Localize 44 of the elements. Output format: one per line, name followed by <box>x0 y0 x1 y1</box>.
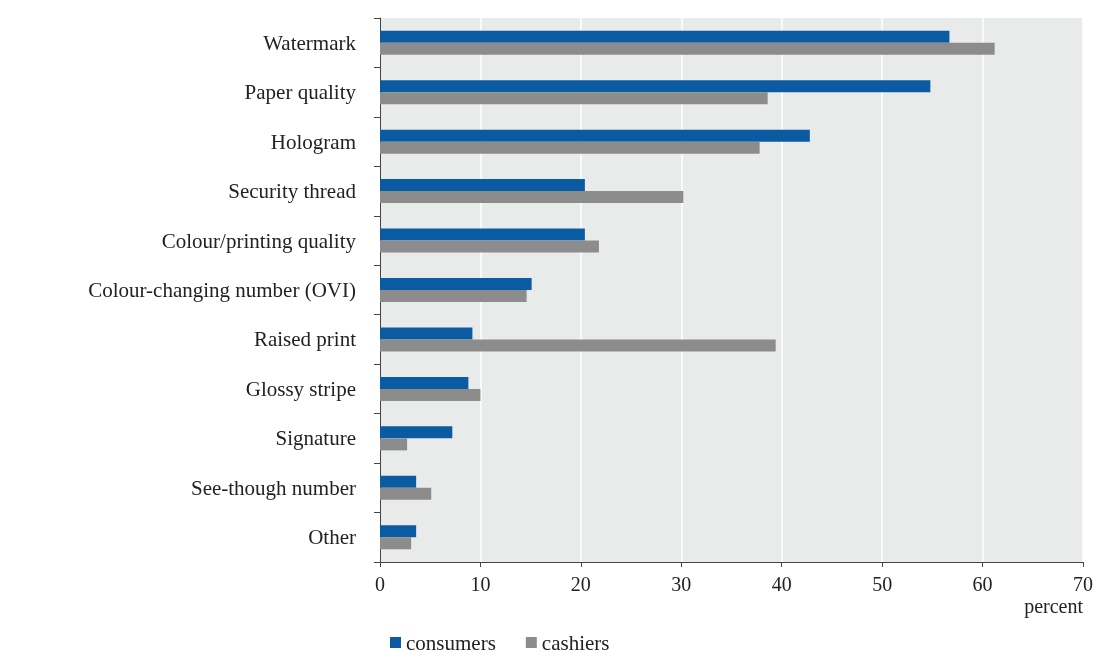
bar <box>380 475 417 488</box>
legend-label: cashiers <box>541 630 610 655</box>
bar <box>380 426 453 439</box>
bar <box>380 191 684 204</box>
y-tick-label: Colour/printing quality <box>161 228 357 253</box>
y-tick-label: Raised print <box>253 327 357 352</box>
bar <box>380 228 585 241</box>
x-tick-label: 20 <box>570 573 591 595</box>
bar <box>380 42 995 55</box>
bar <box>380 179 585 192</box>
y-tick-label: Hologram <box>270 129 356 154</box>
bar <box>380 388 481 401</box>
bar <box>380 278 532 290</box>
legend-label: consumers <box>406 630 496 655</box>
bar <box>380 487 432 500</box>
bar <box>380 80 931 93</box>
bar <box>380 240 599 253</box>
y-tick-label: Paper quality <box>244 80 357 105</box>
bar <box>380 290 527 302</box>
bar <box>380 525 417 538</box>
bar <box>380 339 776 352</box>
x-tick-label: 60 <box>972 573 993 595</box>
y-tick-label: Watermark <box>263 30 357 55</box>
y-tick-label: Other <box>308 525 356 550</box>
bar <box>380 92 768 105</box>
x-axis-title: percent <box>1024 595 1084 618</box>
bar <box>380 376 469 389</box>
y-tick-label: Signature <box>275 426 356 451</box>
x-tick-label: 70 <box>1073 573 1093 595</box>
bar <box>380 30 950 43</box>
bar <box>380 438 408 451</box>
x-tick-label: 50 <box>872 573 893 595</box>
y-tick-label: Colour-changing number (OVI) <box>88 278 357 302</box>
y-tick-label: Security thread <box>228 179 357 204</box>
x-tick-label: 0 <box>375 573 385 595</box>
bar <box>380 327 473 340</box>
y-tick-label: See-though number <box>190 475 357 500</box>
bar <box>380 129 810 142</box>
x-tick-label: 10 <box>470 573 491 595</box>
bar <box>380 537 412 550</box>
x-tick-label: 30 <box>671 573 692 595</box>
bar <box>380 141 760 154</box>
y-tick-label: Glossy stripe <box>245 376 356 401</box>
x-tick-label: 40 <box>771 573 792 595</box>
